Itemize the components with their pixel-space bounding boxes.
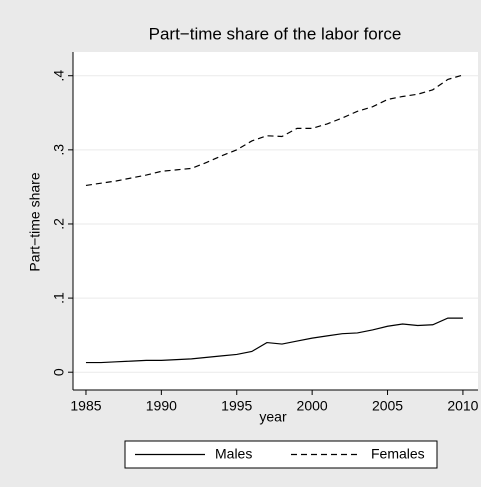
series-line <box>85 74 464 187</box>
x-tick-label: 2000 <box>297 398 328 414</box>
x-tick-label: 1990 <box>146 398 177 414</box>
y-tick-label: .3 <box>51 144 67 156</box>
x-axis-label: year <box>259 409 287 425</box>
y-axis-label: Part−time share <box>27 172 43 271</box>
legend-label: Males <box>215 446 252 462</box>
x-tick-label: 1985 <box>70 398 101 414</box>
chart-title: Part−time share of the labor force <box>149 24 402 43</box>
y-tick-label: .2 <box>51 218 67 230</box>
y-tick-label: 0 <box>51 368 67 376</box>
plot-area <box>73 52 478 390</box>
y-tick-label: .4 <box>51 70 67 82</box>
x-tick-label: 2005 <box>372 398 403 414</box>
series-line <box>85 317 463 364</box>
x-tick-label: 1995 <box>221 398 252 414</box>
y-tick-label: .1 <box>51 292 67 304</box>
legend-label: Females <box>371 446 425 462</box>
x-tick-label: 2010 <box>447 398 478 414</box>
